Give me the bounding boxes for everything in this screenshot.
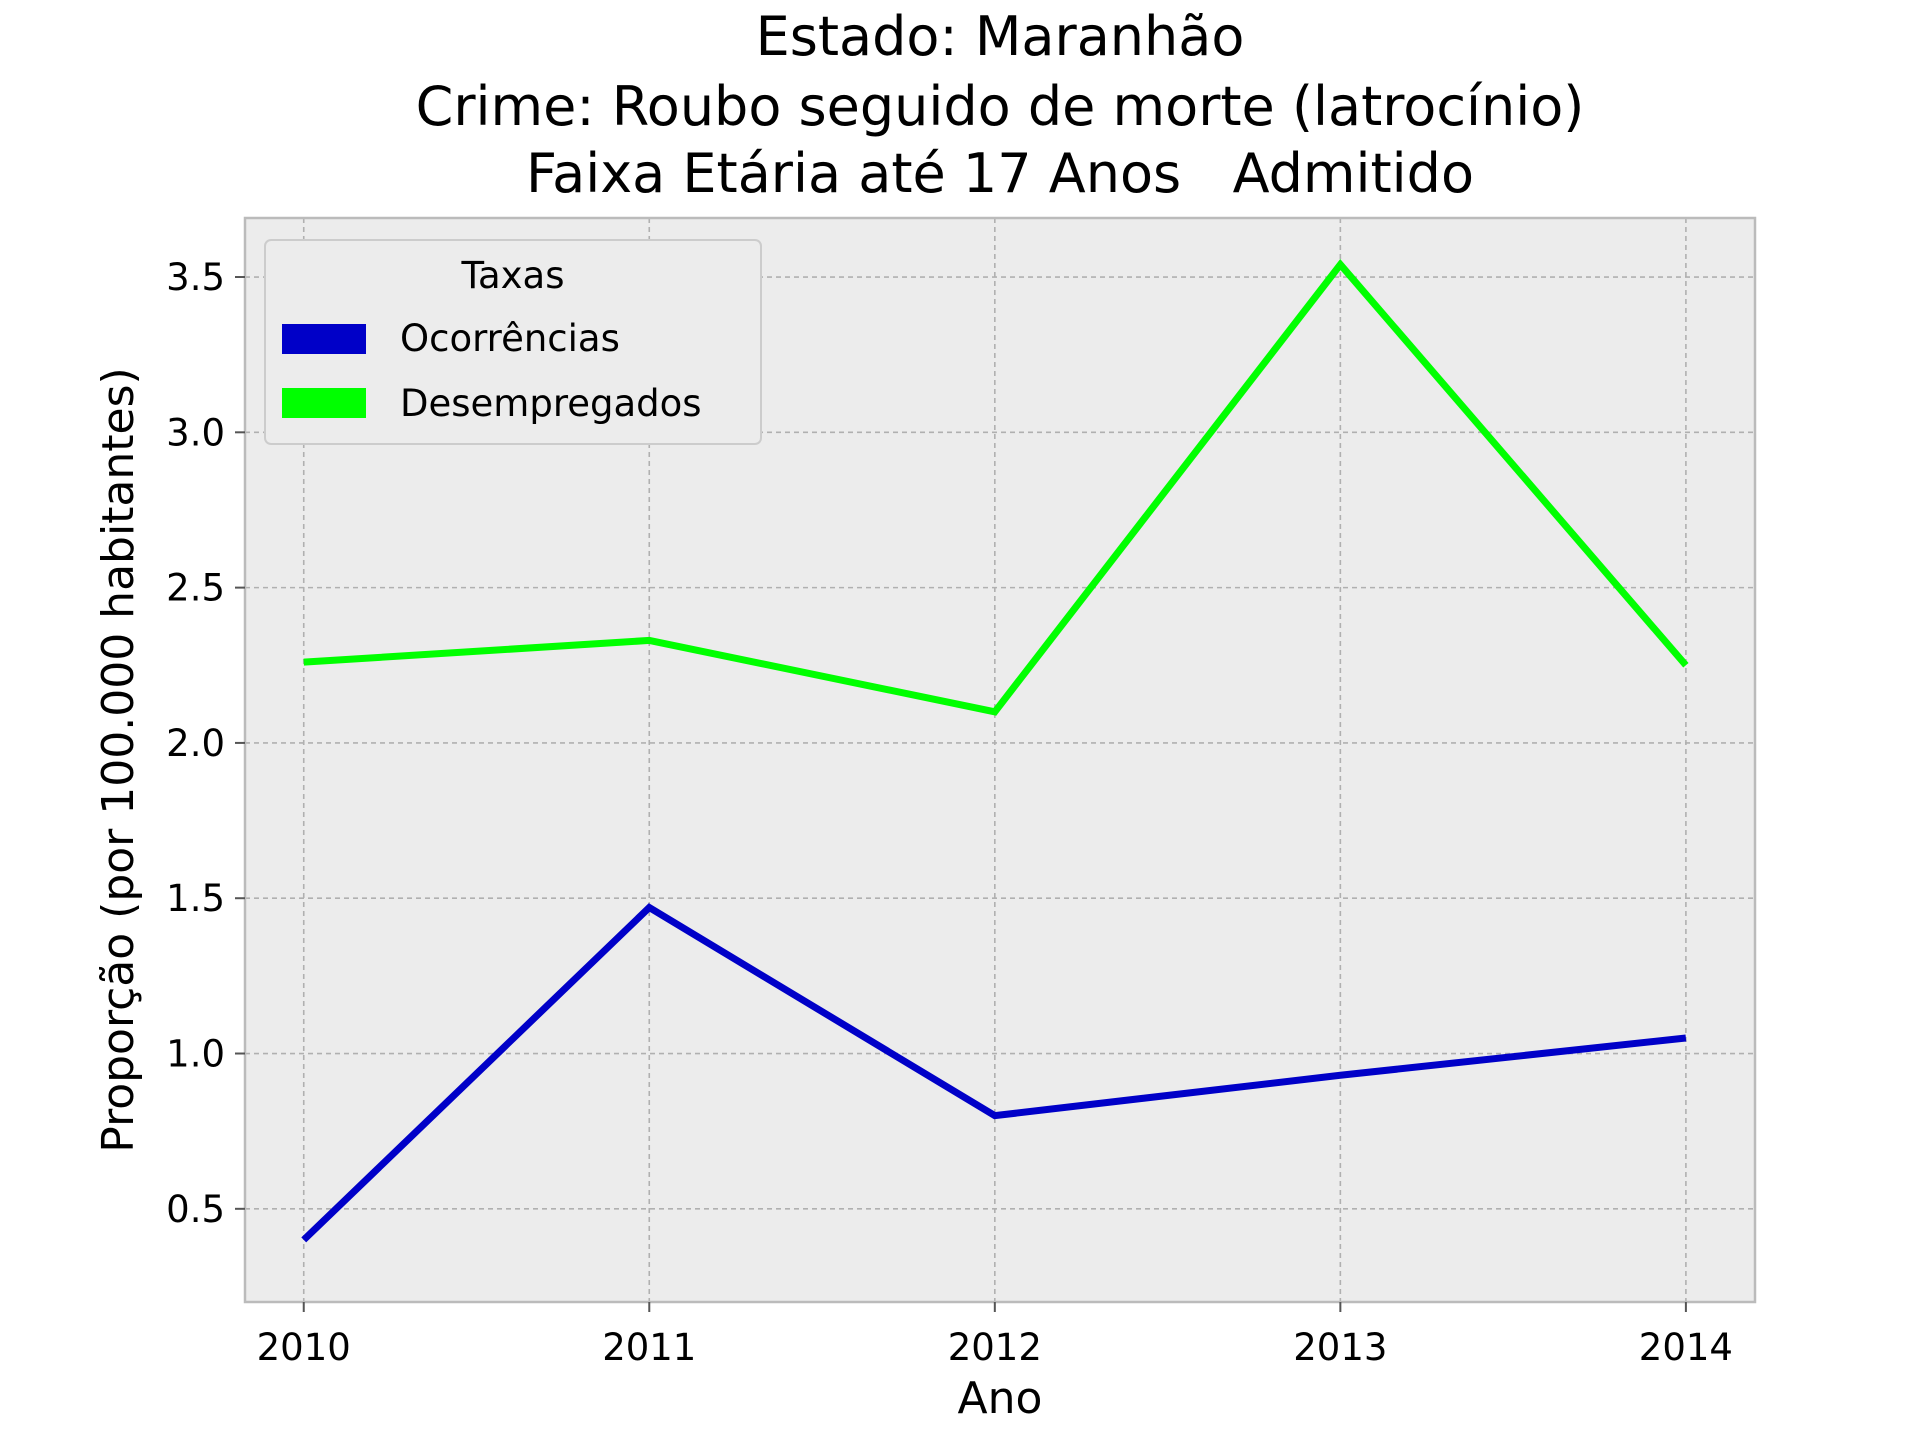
series-line-ocorrencias bbox=[301, 903, 1687, 1243]
chart-title-line-3: Faixa Etária até 17 Anos Admitido bbox=[526, 142, 1474, 205]
series-line-desempregados bbox=[303, 259, 1689, 716]
axes-spines bbox=[243, 216, 1757, 1304]
x-axis-label: Ano bbox=[958, 1373, 1043, 1424]
legend-swatch bbox=[282, 388, 366, 418]
y-tick-label: 0.5 bbox=[166, 1188, 225, 1231]
legend: Taxas Ocorrências Desempregados bbox=[264, 239, 762, 445]
legend-label: Desempregados bbox=[400, 382, 702, 425]
x-tick-label: 2013 bbox=[1293, 1326, 1387, 1369]
y-axis-ticks: 0.5 1.0 1.5 2.0 2.5 3.0 3.5 bbox=[166, 256, 245, 1231]
y-tick-label: 1.0 bbox=[166, 1033, 225, 1076]
chart-title-line-1: Estado: Maranhão bbox=[756, 5, 1245, 68]
x-tick-label: 2012 bbox=[948, 1326, 1042, 1369]
y-tick-label: 1.5 bbox=[166, 877, 225, 920]
axes-frame bbox=[243, 216, 1757, 1304]
legend-title: Taxas bbox=[461, 254, 565, 297]
legend-item: Desempregados bbox=[282, 382, 702, 425]
legend-label: Ocorrências bbox=[400, 317, 620, 360]
x-axis-ticks: 2010 2011 2012 2013 2014 bbox=[257, 1302, 1733, 1369]
y-tick-label: 3.5 bbox=[166, 256, 225, 299]
x-tick-label: 2011 bbox=[602, 1326, 696, 1369]
x-tick-label: 2010 bbox=[257, 1326, 351, 1369]
y-tick-label: 2.5 bbox=[166, 567, 225, 610]
legend-swatch bbox=[282, 324, 366, 354]
x-tick-label: 2014 bbox=[1639, 1326, 1733, 1369]
chart-title-line-2: Crime: Roubo seguido de morte (latrocíni… bbox=[416, 75, 1585, 138]
y-tick-label: 3.0 bbox=[166, 411, 225, 454]
legend-item: Ocorrências bbox=[282, 317, 620, 360]
legend-box bbox=[264, 239, 762, 445]
series-lines bbox=[301, 259, 1689, 1243]
y-axis-label: Proporção (por 100.000 habitantes) bbox=[93, 367, 144, 1152]
y-tick-label: 2.0 bbox=[166, 722, 225, 765]
